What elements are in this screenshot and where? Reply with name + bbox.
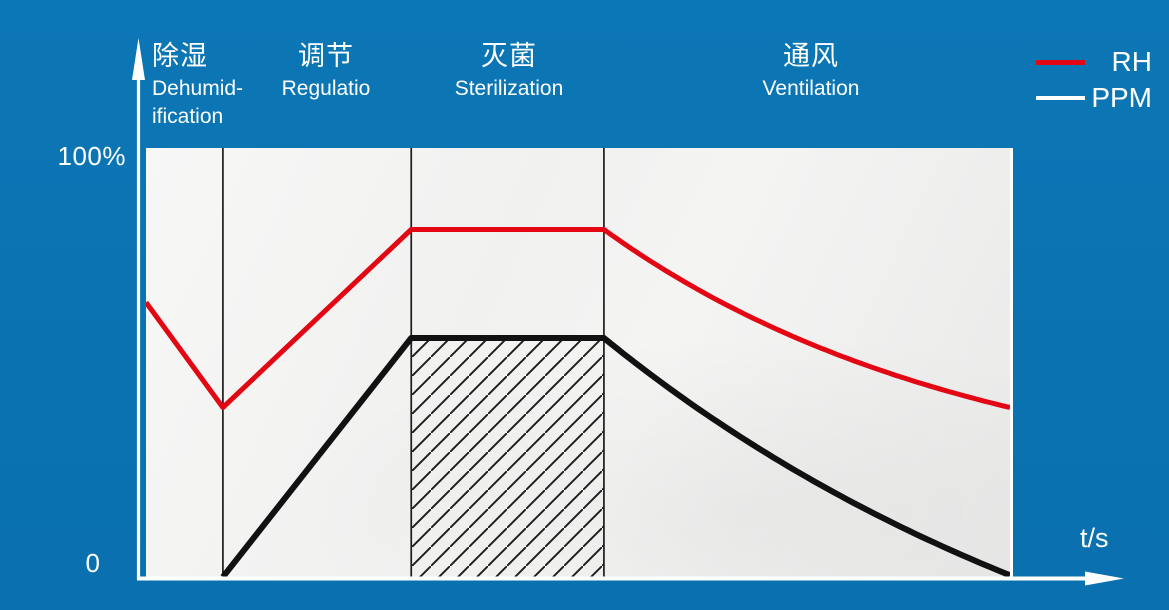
chart-canvas [146,148,1010,577]
legend: RH PPM [1036,44,1152,116]
phase-label-en: Sterilization [454,77,564,100]
rh-line [146,227,1010,410]
ppm-line-swatch-icon [1036,96,1085,100]
phase-label-zh: 通风 [782,41,839,71]
legend-label-rh: RH [1111,46,1152,77]
phase-label-ventilation: 通风 Ventilation [763,40,860,103]
y-axis-max-label: 100% [57,141,126,171]
sterilization-hatch-area [411,338,604,577]
y-axis-arrow-icon [132,38,145,80]
phase-label-dehumidification: 除湿 Dehumid- ification [152,40,243,131]
phase-label-en: Regulatio [281,77,371,100]
x-axis-label: t/s [1080,523,1109,553]
phase-label-zh: 除湿 [152,41,208,71]
legend-item-rh: RH [1036,44,1152,80]
legend-label-ppm: PPM [1091,82,1152,113]
phase-label-en: Ventilation [762,77,860,100]
phase-label-regulation: 调节 Regulatio [282,40,371,103]
ppm-line [220,335,1010,577]
rh-line-swatch-icon [1036,59,1085,65]
plot-area [146,148,1013,577]
y-axis-min-label: 0 [85,548,100,578]
x-axis-arrow-icon [1085,571,1124,586]
phase-label-en: Dehumid- ification [152,77,244,128]
legend-item-ppm: PPM [1036,80,1152,116]
phase-label-zh: 灭菌 [481,41,537,71]
phase-label-zh: 调节 [297,41,354,71]
phase-label-sterilization: 灭菌 Sterilization [455,40,564,103]
